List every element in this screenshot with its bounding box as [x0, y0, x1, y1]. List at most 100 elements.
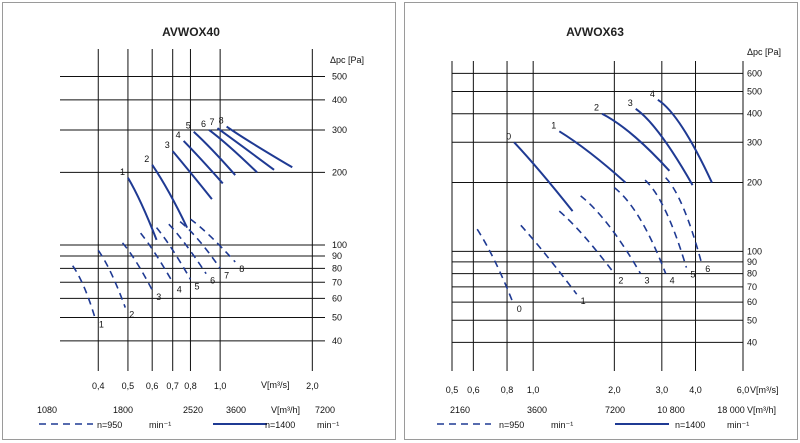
n1400-curve-label: 0: [506, 131, 511, 141]
x-axis-label-m3h: V[m³/h]: [747, 405, 776, 415]
n950-curve-5: [155, 227, 192, 280]
legend-text: n=1400: [675, 420, 705, 430]
y-tick-label: 600: [747, 68, 762, 78]
n950-curve-3: [580, 195, 642, 274]
y-tick-label: 100: [747, 246, 762, 256]
n1400-curve-3: [635, 108, 694, 186]
x-tick-label: 0,8: [184, 381, 197, 391]
x-tick-label: 1,0: [527, 385, 540, 395]
x2-tick-label: 18 000: [717, 405, 745, 415]
x-tick-label: 3,0: [656, 385, 669, 395]
n950-curve-label: 5: [690, 270, 695, 280]
n1400-curve-label: 5: [186, 121, 191, 131]
y-tick-label: 300: [332, 125, 347, 135]
chart-avwox63: AVWOX63600500400300200100908070605040Δpc…: [437, 25, 781, 430]
n1400-curve-label: 8: [219, 116, 224, 126]
x-tick-label: 0,7: [166, 381, 179, 391]
n1400-curve-3: [171, 150, 213, 200]
y-tick-label: 40: [332, 336, 342, 346]
n950-curve-8: [189, 218, 236, 263]
x-axis-label-m3s: V[m³/s]: [261, 380, 290, 390]
n950-curve-label: 1: [99, 320, 104, 330]
y-tick-label: 50: [747, 315, 757, 325]
n950-curve-label: 3: [644, 276, 649, 286]
n950-curve-5: [644, 179, 688, 268]
n1400-curve-label: 4: [650, 89, 655, 99]
x-tick-label: 0,4: [92, 381, 105, 391]
x2-tick-label: 3600: [527, 405, 547, 415]
y-tick-label: 90: [332, 251, 342, 261]
n950-curve-label: 7: [224, 270, 229, 280]
y-tick-label: 60: [332, 293, 342, 303]
n1400-curve-label: 4: [176, 130, 181, 140]
chart-panel-avwox40: AVWOX40 500 400 300 200 100 90 80 70 60 50 40 Δpc [P…: [2, 2, 396, 440]
legend-unit: min⁻¹: [317, 420, 339, 430]
n1400-curve-2: [151, 164, 188, 229]
n950-curve-label: 3: [156, 292, 161, 302]
n950-curve-6: [665, 177, 703, 263]
n1400-curve-label: 6: [201, 119, 206, 129]
n1400-curve-label: 7: [209, 117, 214, 127]
chart-panel-avwox63: AVWOX63 600 500 400 300 200 100 90 80 70 60 50 40 Δpc…: [404, 2, 798, 440]
x-tick-label: 0,8: [501, 385, 514, 395]
x2-tick-label: 7200: [315, 405, 335, 415]
n1400-curve-4: [657, 98, 713, 183]
y-tick-label: 80: [332, 263, 342, 273]
n1400-curve-label: 3: [165, 140, 170, 150]
n1400-curve-6: [208, 129, 258, 174]
x2-tick-label: 1080: [37, 405, 57, 415]
y-tick-label: 60: [747, 297, 757, 307]
n1400-curve-8: [226, 125, 293, 169]
n950-curve-6: [168, 223, 207, 275]
n950-curve-label: 4: [177, 284, 182, 294]
x-tick-label: 0,6: [146, 381, 159, 391]
x2-tick-label: 7200: [605, 405, 625, 415]
legend-unit: min⁻¹: [551, 420, 573, 430]
n950-curve-label: 2: [129, 310, 134, 320]
y-tick-label: 200: [332, 167, 347, 177]
n1400-curve-2: [601, 112, 671, 172]
legend-text: n=950: [97, 420, 122, 430]
chart-title: AVWOX40: [162, 25, 220, 39]
legend-unit: min⁻¹: [149, 420, 171, 430]
x-tick-label: 1,0: [214, 381, 227, 391]
n1400-curve-label: 3: [628, 98, 633, 108]
legend-text: n=950: [499, 420, 524, 430]
y-tick-label: 70: [332, 277, 342, 287]
n1400-curve-label: 2: [594, 103, 599, 113]
n950-curve-2: [558, 210, 615, 275]
y-tick-label: 500: [332, 71, 347, 81]
n1400-curve-4: [182, 140, 224, 185]
y-axis-label: Δpc [Pa]: [330, 55, 364, 65]
legend-unit: min⁻¹: [727, 420, 749, 430]
y-tick-label: 40: [747, 337, 757, 347]
n1400-curve-label: 2: [144, 154, 149, 164]
x-axis-label-m3h: V[m³/h]: [271, 405, 300, 415]
y-tick-label: 400: [332, 95, 347, 105]
n1400-curve-0: [513, 141, 574, 212]
n1400-curve-1: [127, 177, 158, 241]
n950-curve-0: [476, 228, 514, 303]
y-tick-label: 200: [747, 178, 762, 188]
x2-tick-label: 1800: [113, 405, 133, 415]
n1400-curve-label: 1: [120, 167, 125, 177]
x2-tick-label: 2520: [183, 405, 203, 415]
y-tick-label: 70: [747, 282, 757, 292]
n1400-curve-5: [193, 130, 236, 176]
y-axis-label: Δpc [Pa]: [747, 47, 781, 57]
n950-curve-4: [139, 232, 174, 283]
x-tick-label: 6,0: [737, 385, 750, 395]
chart-title: AVWOX63: [566, 25, 624, 39]
n950-curve-label: 0: [517, 304, 522, 314]
n950-curve-label: 1: [581, 296, 586, 306]
x2-tick-label: 10 800: [657, 405, 685, 415]
n950-curve-1: [520, 224, 578, 295]
n1400-curve-label: 1: [551, 120, 556, 130]
x2-tick-label: 3600: [226, 405, 246, 415]
n1400-curve-7: [216, 127, 275, 171]
n950-curve-4: [613, 187, 667, 274]
n950-curve-3: [121, 242, 153, 291]
y-tick-label: 50: [332, 313, 342, 323]
y-tick-label: 100: [332, 240, 347, 250]
